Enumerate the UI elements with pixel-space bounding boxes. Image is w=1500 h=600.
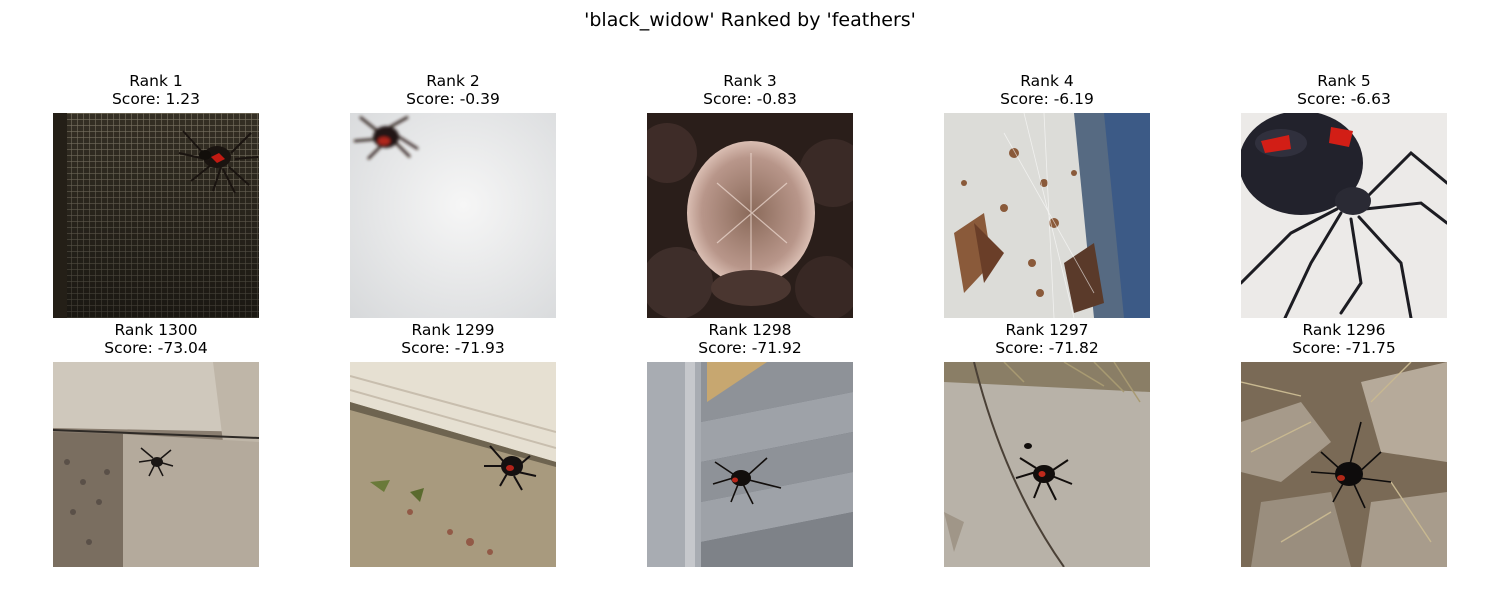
score-label: Score: -71.82 — [995, 339, 1099, 357]
spider-image-rocks — [1241, 362, 1447, 567]
score-label: Score: -71.75 — [1292, 339, 1396, 357]
rank-label: Rank 5 — [1317, 72, 1371, 90]
rank-label: Rank 1 — [129, 72, 183, 90]
score-label: Score: -71.92 — [698, 339, 802, 357]
score-label: Score: -6.63 — [1297, 90, 1391, 108]
spider-image-concrete — [944, 362, 1150, 567]
rank-label: Rank 1297 — [1005, 321, 1089, 339]
spider-image-mesh — [53, 113, 259, 318]
score-label: Score: 1.23 — [111, 90, 201, 108]
rank-label: Rank 1300 — [114, 321, 198, 339]
spider-image-vent — [647, 362, 853, 567]
rank-label: Rank 3 — [723, 72, 777, 90]
figure-title: 'black_widow' Ranked by 'feathers' — [584, 9, 916, 31]
spider-image-tarantula-closeup — [647, 113, 853, 318]
rank-label: Rank 1296 — [1302, 321, 1386, 339]
score-label: Score: -0.39 — [406, 90, 500, 108]
rank-label: Rank 4 — [1020, 72, 1074, 90]
rank-label: Rank 2 — [426, 72, 480, 90]
score-label: Score: -71.93 — [401, 339, 505, 357]
rank-label: Rank 1298 — [708, 321, 792, 339]
spider-image-siding — [350, 362, 556, 567]
rank-label: Rank 1299 — [411, 321, 495, 339]
spider-image-web-debris — [944, 113, 1150, 318]
spider-image-blurred — [350, 113, 556, 318]
score-label: Score: -6.19 — [1000, 90, 1094, 108]
score-label: Score: -73.04 — [104, 339, 208, 357]
score-label: Score: -0.83 — [703, 90, 797, 108]
spider-image-corner-gravel — [53, 362, 259, 567]
spider-image-illustration — [1241, 113, 1447, 318]
